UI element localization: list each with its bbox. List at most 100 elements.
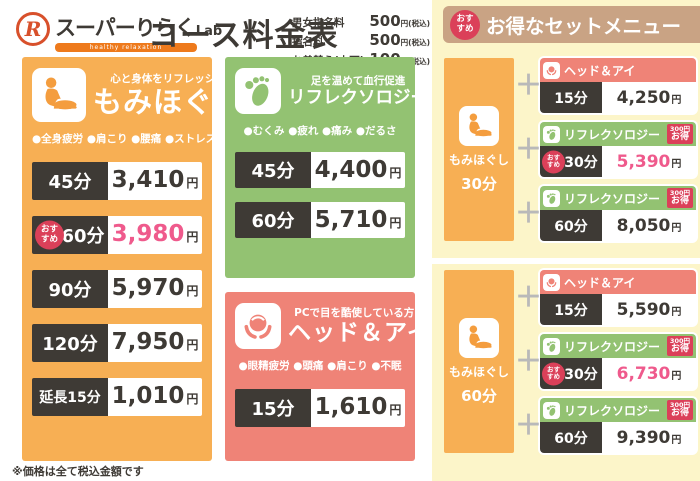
duration-label: 60分 [540,210,602,241]
plus-sign: ＋ [515,282,542,313]
base-service-block: もみほぐし 60分 [444,270,514,453]
panel-reflexology: 足を温めて血行促進 リフレクソロジー ●むくみ ●疲れ ●痛み ●だるさ 45分… [225,57,428,278]
foot-icon [235,68,281,114]
price-unit: 円 [671,307,682,318]
duration-text: 30分 [564,366,598,383]
deal-amount: 300円 [669,188,690,197]
price-unit: 円 [186,338,199,352]
symptom-tags: ●むくみ ●疲れ ●痛み ●だるさ [243,125,397,137]
set-group-60min: もみほぐし 60分 ＋ ヘッド＆アイ 15分 5,590 円 [444,270,696,453]
plus-sign: ＋ [515,70,542,101]
symptom-tags: ●眼精疲労 ●頭痛 ●肩こり ●不眠 [238,360,402,372]
duration-label: 延長15分 [32,378,108,416]
price-value: 5,390 [616,152,671,172]
set-menu-title: お得なセットメニュー [486,15,682,38]
brand-name: スーパーりらく [55,16,196,40]
panel-title: ヘッド＆アイ [288,320,431,347]
foot-icon [543,189,560,207]
recommended-badge: おすすめ [542,150,565,173]
duration-label: 45分 [32,162,108,200]
base-service-block: もみほぐし 30分 [444,58,514,241]
price-unit: 円 [671,435,682,446]
fee-label: 指名料 [292,36,324,49]
set-service-name: リフレクソロジー [564,127,661,142]
price-row-extension: 延長15分 1,010 円 [32,378,202,416]
price-value: 5,970 [111,275,185,301]
fee-suffix: 円(税込) [400,38,430,48]
deal-badge: 300円 お得 [666,336,693,356]
fee-suffix: 円(税込) [400,19,430,28]
set-service-name: リフレクソロジー [564,339,661,354]
price-unit: 円 [671,223,682,234]
base-service-time: 30分 [461,174,497,193]
tax-note: ※価格は全て税込金額です [12,465,144,478]
price-unit: 円 [186,284,199,298]
deal-label: お得 [670,132,689,143]
set-menu-header: おすすめ お得なセットメニュー [443,6,700,43]
recommended-badge: おすすめ [35,220,64,250]
price-unit: 円 [186,176,199,190]
duration-label: 120分 [32,324,108,362]
deal-amount: 300円 [669,124,690,133]
massage-icon [32,68,86,122]
set-service-name: リフレクソロジー [564,191,661,206]
price-value: 3,410 [111,167,185,193]
duration-label: 15分 [540,294,602,325]
plus-sign: ＋ [515,134,542,165]
brand-tagline: healthy relaxation [55,43,197,52]
duration-label: 15分 [235,389,311,427]
price-value: 5,590 [616,300,671,320]
price-value: 3,980 [111,221,185,247]
price-value: 5,710 [314,207,388,233]
price-unit: 円 [186,230,199,244]
price-row: 45分 4,400 円 [235,152,405,188]
base-service-title: もみほぐし [448,152,509,167]
foot-icon [543,401,560,419]
brand-logo: R スーパーりらく Lab healthy relaxation [16,12,222,52]
set-card-head-eye: ＋ ヘッド＆アイ 15分 4,250 円 [515,58,696,113]
set-service-name: ヘッド＆アイ [564,275,636,290]
deal-label: お得 [670,408,689,419]
brand-mark-letter: R [24,17,42,41]
set-card-reflexology-60: ＋ リフレクソロジー 300円 お得 60分 9,390 円 [515,398,696,453]
duration-label: おすすめ 30分 [540,358,602,389]
panel-head-and-eye: PCで目を酷使している方に ヘッド＆アイ ●眼精疲労 ●頭痛 ●肩こり ●不眠 … [225,292,430,461]
price-value: 4,400 [314,157,388,183]
deal-amount: 300円 [669,400,690,409]
panel-title: リフレクソロジー [288,88,428,109]
price-row: 90分 5,970 円 [32,270,202,308]
fee-row: 指名料 500円(税込) [292,30,430,49]
set-service-name: ヘッド＆アイ [564,63,636,78]
set-card-reflexology-30: ＋ リフレクソロジー 300円 お得 おすすめ 30分 [515,122,696,177]
plus-sign: ＋ [515,198,542,229]
price-unit: 円 [186,392,199,406]
foot-icon [543,125,560,143]
duration-label: 45分 [235,152,311,188]
price-unit: 円 [671,159,682,170]
fee-label: 男女指名料 [292,17,345,29]
price-unit: 円 [389,166,402,180]
deal-label: お得 [670,196,689,207]
price-row: 60分 5,710 円 [235,202,405,238]
set-service-name: リフレクソロジー [564,403,661,418]
recommended-badge: おすすめ [450,9,480,40]
symptom-tags: ●全身疲労 ●肩こり ●腰痛 ●ストレス [32,133,217,145]
price-row: 45分 3,410 円 [32,162,202,200]
price-value: 9,390 [616,428,671,448]
price-value: 8,050 [616,216,671,236]
price-value: 1,610 [314,394,388,420]
price-unit: 円 [389,403,402,417]
duration-label: 90分 [32,270,108,308]
fee-price: 500 [369,31,401,50]
set-card-head-eye: ＋ ヘッド＆アイ 15分 5,590 円 [515,270,696,325]
deal-label: お得 [670,344,689,355]
foot-icon [543,337,560,355]
massage-icon [459,317,499,358]
duration-label: おすすめ 30分 [540,146,602,177]
price-unit: 円 [389,216,402,230]
head-massage-icon [543,273,560,291]
price-row: 120分 7,950 円 [32,324,202,362]
deal-amount: 300円 [669,336,690,345]
brand-text-block: スーパーりらく Lab healthy relaxation [55,12,222,52]
